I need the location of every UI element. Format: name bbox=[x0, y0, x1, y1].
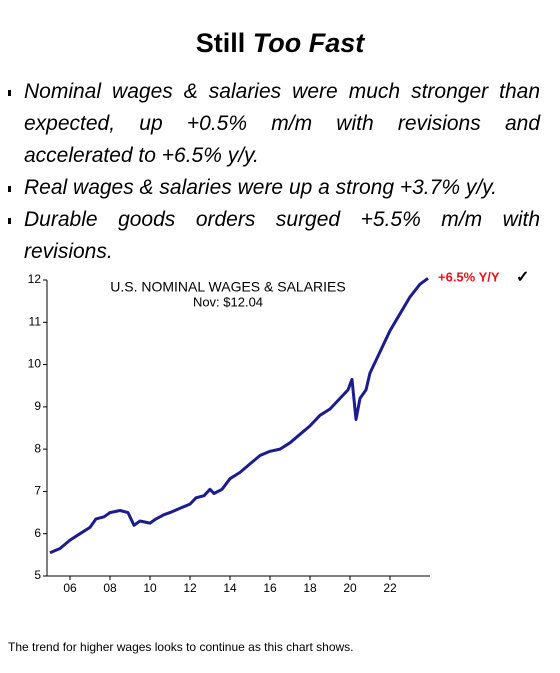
x-tick-label: 14 bbox=[223, 581, 237, 595]
bullet-list: Nominal wages & salaries were much stron… bbox=[6, 76, 540, 268]
data-line bbox=[49, 277, 429, 555]
x-tick-label: 08 bbox=[103, 581, 117, 595]
y-tick-label: 7 bbox=[34, 484, 41, 498]
x-tick-label: 12 bbox=[183, 581, 197, 595]
caption: The trend for higher wages looks to cont… bbox=[8, 640, 354, 654]
y-tick-label: 12 bbox=[28, 272, 42, 286]
y-tick-label: 5 bbox=[34, 568, 41, 582]
x-tick-label: 16 bbox=[263, 581, 277, 595]
bullet: Durable goods orders surged +5.5% m/m wi… bbox=[6, 204, 540, 268]
x-tick-label: 18 bbox=[303, 581, 317, 595]
x-tick-label: 10 bbox=[143, 581, 157, 595]
annotation: ✓ bbox=[516, 269, 529, 286]
y-tick-label: 6 bbox=[34, 526, 41, 540]
chart: U.S. NOMINAL WAGES & SALARIES Nov: $12.0… bbox=[28, 269, 530, 595]
y-tick-label: 10 bbox=[28, 357, 42, 371]
annotation: +6.5% Y/Y bbox=[438, 269, 500, 284]
x-tick-label: 06 bbox=[63, 581, 77, 595]
page-title: Still Too Fast bbox=[0, 28, 560, 59]
y-tick-label: 8 bbox=[34, 441, 41, 455]
bullet: Real wages & salaries were up a strong +… bbox=[6, 172, 540, 204]
y-tick-label: 9 bbox=[34, 399, 41, 413]
chart-subtitle: Nov: $12.04 bbox=[193, 294, 263, 309]
x-tick-label: 22 bbox=[383, 581, 397, 595]
x-tick-label: 20 bbox=[343, 581, 357, 595]
chart-title: U.S. NOMINAL WAGES & SALARIES bbox=[110, 279, 345, 295]
title-part: Too Fast bbox=[252, 28, 365, 58]
y-tick-label: 11 bbox=[29, 314, 42, 328]
bullet: Nominal wages & salaries were much stron… bbox=[6, 76, 540, 172]
title-part: Still bbox=[195, 28, 246, 58]
